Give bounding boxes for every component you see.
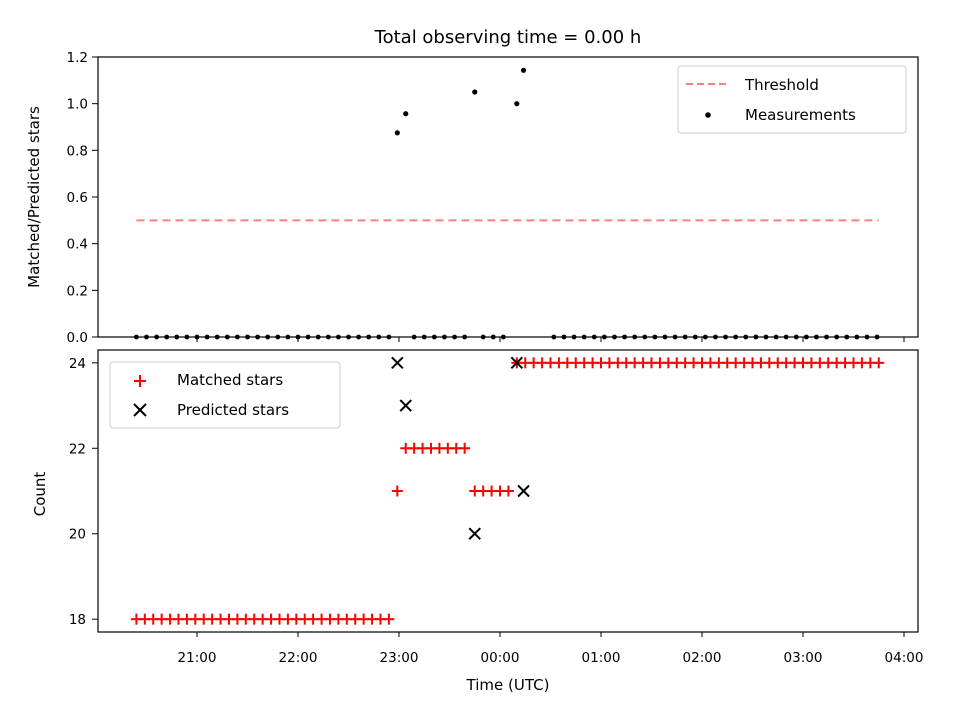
bottom-x-axis-ticks: 21:00 22:00 23:00 00:00 01:00 02:00 03:00 04:00 [178, 632, 924, 666]
top-legend-box [677, 65, 907, 134]
predicted-star-marker [517, 484, 530, 498]
legend-predicted-label: Predicted stars [177, 401, 289, 419]
legend-measurements-marker [705, 112, 711, 118]
top-legend: Threshold Measurements [677, 65, 907, 134]
top-y-tick-label: 1.2 [67, 50, 88, 66]
matched-star-marker [391, 485, 403, 497]
matched-star-marker [383, 613, 395, 625]
bottom-axes-frame [97, 349, 919, 633]
top-y-tick-label: 0.4 [67, 237, 88, 253]
top-y-tick-label: 0.6 [67, 190, 88, 206]
bottom-panel: 18 20 22 24 21:00 22:00 23:00 00:00 01:00 02:00 0… [31, 349, 924, 694]
top-axes-frame [97, 56, 919, 338]
predicted-star-marker [468, 527, 481, 540]
measurement-point [514, 101, 520, 107]
legend-matched-marker [134, 375, 146, 387]
bottom-x-tick-label: 23:00 [380, 650, 419, 666]
matched-star-marker [459, 442, 471, 454]
measurement-point [472, 89, 478, 95]
chart-title: Total observing time = 0.00 h [374, 27, 642, 48]
bottom-y-tick-label: 20 [69, 527, 86, 543]
bottom-y-axis-label: Count [31, 472, 49, 517]
bottom-y-tick-label: 18 [69, 612, 86, 628]
bottom-legend-box [109, 361, 341, 429]
bottom-y-axis-ticks: 18 20 22 24 [69, 356, 98, 628]
measurement-point [394, 130, 400, 136]
bottom-x-tick-label: 21:00 [178, 650, 217, 666]
bottom-x-tick-label: 00:00 [481, 650, 520, 666]
bottom-plot-area [130, 356, 885, 625]
measurement-point [520, 67, 527, 73]
top-y-tick-label: 1.0 [67, 97, 88, 113]
legend-measurements-label: Measurements [745, 106, 856, 124]
predicted-star-marker [391, 356, 404, 370]
top-y-tick-label: 0.2 [67, 283, 88, 299]
top-y-tick-label: 0.8 [67, 143, 88, 159]
top-y-tick-label: 0.0 [67, 330, 88, 346]
bottom-x-tick-label: 04:00 [885, 650, 924, 666]
matched-star-marker [873, 357, 885, 369]
top-panel: Total observing time = 0.00 h 0.00.20.40… [25, 27, 919, 346]
bottom-x-tick-label: 02:00 [683, 650, 722, 666]
predicted-star-marker [510, 356, 524, 370]
bottom-x-tick-label: 03:00 [784, 650, 823, 666]
top-y-axis-ticks: 0.0 0.2 0.4 0.6 0.8 1.0 1.2 [67, 50, 98, 346]
legend-matched-label: Matched stars [177, 371, 283, 389]
bottom-legend: Matched stars Predicted stars [109, 361, 341, 429]
bottom-y-tick-label: 24 [69, 356, 86, 372]
measurement-point [403, 111, 409, 117]
predicted-star-marker [399, 399, 412, 412]
bottom-x-tick-label: 22:00 [279, 650, 318, 666]
bottom-y-tick-label: 22 [69, 441, 86, 457]
legend-threshold-label: Threshold [744, 76, 819, 94]
bottom-x-axis-label: Time (UTC) [466, 676, 550, 694]
matched-star-marker [502, 485, 514, 497]
legend-predicted-marker [133, 403, 147, 417]
top-y-axis-label: Matched/Predicted stars [25, 106, 43, 288]
bottom-x-tick-label: 01:00 [582, 650, 621, 666]
